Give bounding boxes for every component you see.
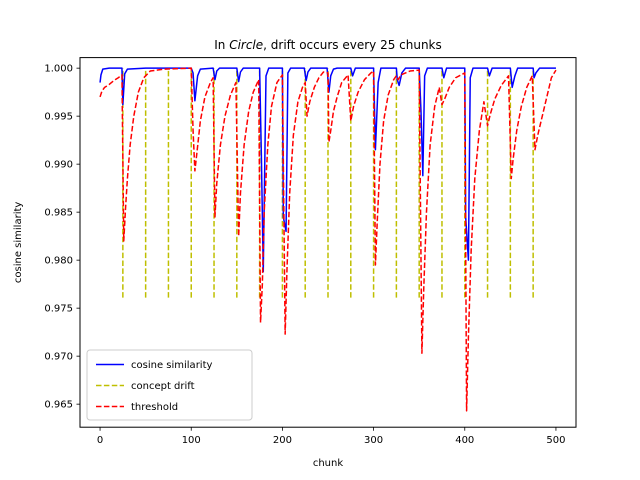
y-tick-label: 0.990 <box>44 160 73 171</box>
y-tick-label: 0.995 <box>44 112 73 123</box>
y-axis: 0.965 0.970 0.975 0.980 0.985 0.990 0.995 1.000 <box>44 64 80 411</box>
x-tick-label: 300 <box>364 435 383 446</box>
y-tick-label: 0.985 <box>44 208 73 219</box>
y-tick-label: 0.980 <box>44 256 73 267</box>
plot-area <box>99 67 557 412</box>
legend-box <box>86 349 253 421</box>
x-tick-label: 400 <box>455 435 474 446</box>
x-axis: 0 100 200 300 400 500 <box>97 427 565 446</box>
y-axis-label: cosine similarity <box>13 202 24 283</box>
axes-frame <box>79 57 577 428</box>
y-tick-label: 0.965 <box>44 400 73 411</box>
x-tick-label: 0 <box>97 435 103 446</box>
legend-label-cosine-similarity: cosine similarity <box>131 360 212 371</box>
y-tick-label: 0.970 <box>44 352 73 363</box>
chart-title: In Circle, drift occurs every 25 chunks <box>214 38 442 52</box>
y-tick-label: 0.975 <box>44 304 73 315</box>
x-tick-label: 100 <box>182 435 201 446</box>
series-line-cosine-similarity <box>99 67 556 273</box>
legend-label-threshold: threshold <box>131 402 178 413</box>
y-tick-label: 1.000 <box>44 64 73 75</box>
legend: cosine similarity concept drift threshol… <box>86 349 253 421</box>
legend-label-concept-drift: concept drift <box>131 381 195 392</box>
series-line-threshold <box>99 67 557 412</box>
x-tick-label: 200 <box>273 435 292 446</box>
x-axis-label: chunk <box>313 458 344 469</box>
x-tick-label: 500 <box>546 435 565 446</box>
